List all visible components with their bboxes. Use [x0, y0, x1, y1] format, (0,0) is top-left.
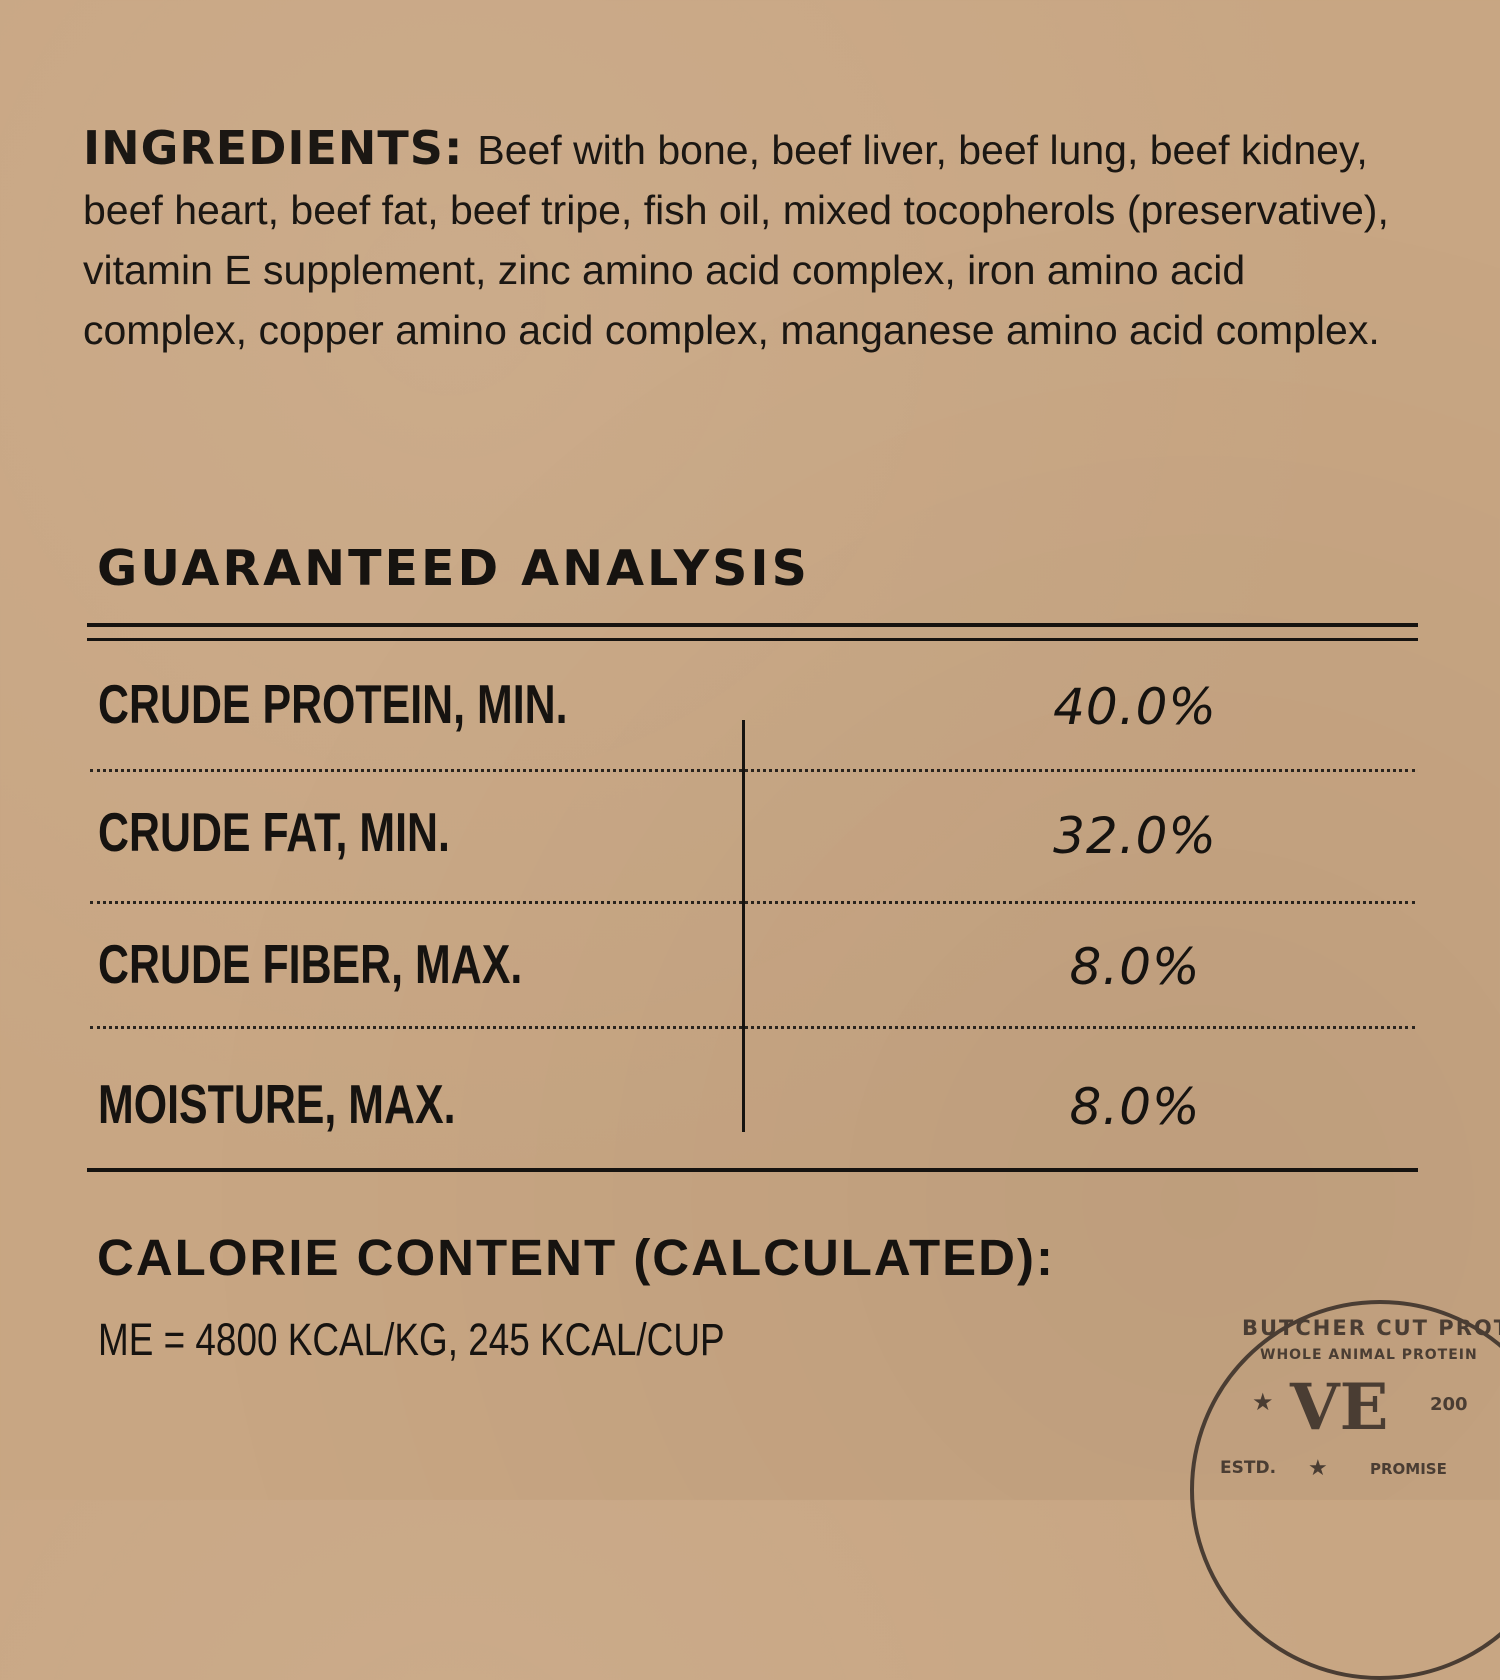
calorie-content-value: ME = 4800 KCAL/KG, 245 KCAL/CUP — [98, 1314, 725, 1365]
guaranteed-analysis-title: GUARANTEED ANALYSIS — [97, 540, 810, 597]
row-label-fat: CRUDE FAT, MIN. — [98, 801, 450, 863]
stamp-logo: VE — [1290, 1370, 1389, 1445]
stamp-bottom-text: PROMISE — [1370, 1460, 1447, 1478]
row-separator — [90, 1026, 1415, 1029]
column-divider — [742, 720, 745, 1132]
stamp-year: 200 — [1430, 1394, 1468, 1415]
stamp-outer-text: BUTCHER CUT PROTEIN — [1242, 1316, 1500, 1340]
row-value-protein: 40.0% — [1053, 678, 1217, 736]
row-separator — [90, 769, 1415, 772]
star-icon: ★ — [1308, 1456, 1328, 1481]
ingredients-text: Beef with bone, beef liver, beef lung, b… — [83, 127, 1389, 353]
calorie-content-title: CALORIE CONTENT (CALCULATED): — [97, 1229, 1055, 1286]
star-icon: ★ — [1252, 1388, 1274, 1416]
divider-top-second — [87, 638, 1418, 641]
brand-stamp-logo: BUTCHER CUT PROTEIN WHOLE ANIMAL PROTEIN… — [1180, 1300, 1500, 1680]
ingredients-title: INGREDIENTS: — [83, 121, 464, 175]
row-value-fiber: 8.0% — [1069, 938, 1201, 996]
row-value-fat: 32.0% — [1053, 807, 1217, 865]
divider-bottom — [87, 1168, 1418, 1172]
ingredients-paragraph: INGREDIENTS: Beef with bone, beef liver, … — [83, 118, 1413, 360]
stamp-estd: ESTD. — [1220, 1458, 1277, 1478]
row-label-fiber: CRUDE FIBER, MAX. — [98, 933, 523, 995]
stamp-inner-text: WHOLE ANIMAL PROTEIN — [1260, 1347, 1478, 1363]
divider-top — [87, 623, 1418, 627]
row-label-protein: CRUDE PROTEIN, MIN. — [98, 673, 568, 735]
row-label-moisture: MOISTURE, MAX. — [98, 1073, 456, 1135]
row-value-moisture: 8.0% — [1069, 1078, 1201, 1136]
row-separator — [90, 901, 1415, 904]
